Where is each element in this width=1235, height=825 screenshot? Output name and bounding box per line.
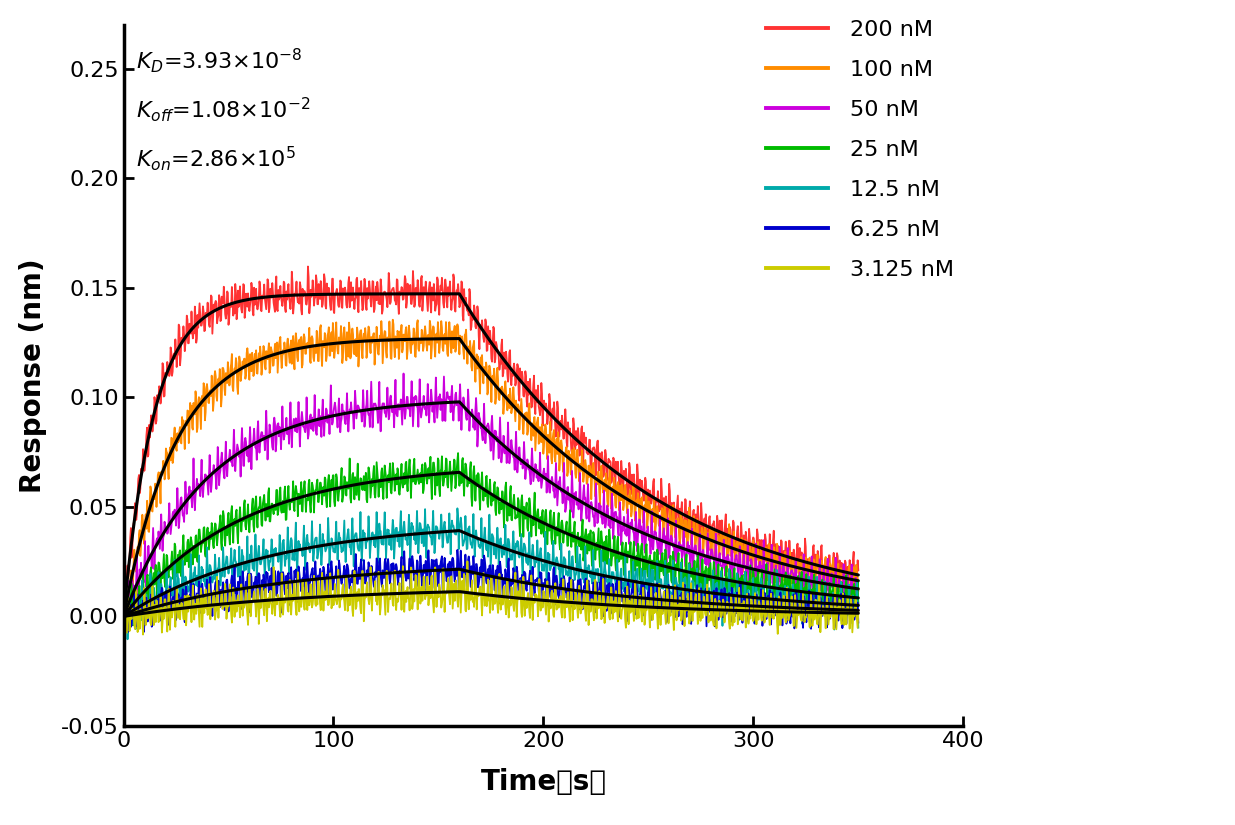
X-axis label: Time（s）: Time（s） <box>480 767 606 795</box>
Legend: 200 nM, 100 nM, 50 nM, 25 nM, 12.5 nM, 6.25 nM, 3.125 nM: 200 nM, 100 nM, 50 nM, 25 nM, 12.5 nM, 6… <box>757 11 963 289</box>
Y-axis label: Response (nm): Response (nm) <box>19 258 47 493</box>
Text: $K_D$=3.93×10$^{-8}$
$K_{off}$=1.08×10$^{-2}$
$K_{on}$=2.86×10$^{5}$: $K_D$=3.93×10$^{-8}$ $K_{off}$=1.08×10$^… <box>136 45 310 172</box>
